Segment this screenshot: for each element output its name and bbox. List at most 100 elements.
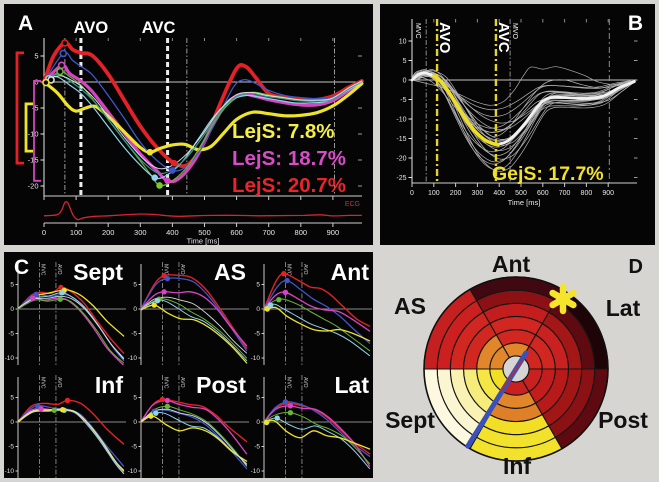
y-tick-label: -25: [396, 175, 406, 182]
y-tick-label: -5: [131, 331, 137, 338]
strain-value-annotation: LejS: 7.8%: [232, 120, 335, 143]
region-label-lat: Lat: [606, 295, 641, 321]
strain-curve: [140, 291, 248, 347]
strain-curve: [411, 69, 635, 137]
segment-label: Sept: [73, 259, 123, 285]
x-tick-label: 800: [581, 190, 593, 197]
x-tick-label: 100: [428, 190, 440, 197]
strain-curve: [42, 80, 364, 154]
peak-marker: [38, 406, 44, 412]
peak-marker: [287, 403, 294, 409]
strain-value-annotation: LejS: 20.7%: [232, 174, 346, 197]
strain-curve: [416, 76, 635, 124]
event-label: AVO: [436, 22, 453, 54]
global-strain-chart: 10 5 0 -5 -10 -15 -20 -25 MVC AVO AVC MVO 0 100 200 300…: [396, 19, 638, 207]
amplitude-bracket: [33, 80, 41, 182]
y-tick-label: -15: [396, 136, 406, 143]
region-label-inf: Inf: [503, 453, 531, 478]
region-label-ant: Ant: [492, 252, 531, 277]
event-label: MVC: [39, 264, 45, 276]
peak-strain-marker: [164, 177, 171, 185]
x-tick-label: 600: [230, 228, 243, 237]
y-tick-label: 5: [10, 282, 14, 289]
event-label: MVC: [162, 264, 168, 276]
peak-marker: [276, 296, 282, 303]
panel-d: D Ant Lat Post Inf Sept AS: [380, 252, 655, 478]
region-label-post: Post: [598, 407, 648, 433]
panel-c-label: C: [14, 256, 30, 279]
peak-marker: [51, 407, 57, 413]
event-label: AVO: [74, 19, 109, 37]
x-tick-label: 700: [559, 190, 571, 197]
curve-onset-marker: [59, 49, 68, 58]
peak-marker: [282, 399, 289, 405]
x-tick-label: 0: [42, 228, 46, 237]
strain-value-annotation: LejS: 18.7%: [232, 147, 346, 170]
x-tick-label: 0: [410, 190, 414, 197]
strain-curve: [43, 75, 363, 170]
x-tick-label: 500: [515, 190, 527, 197]
peak-marker: [164, 275, 171, 282]
y-tick-label: 5: [10, 395, 14, 402]
bullseye-plot: Ant Lat Post Inf Sept AS: [385, 252, 648, 478]
strain-curve: [17, 408, 125, 475]
event-label: MVO: [511, 23, 518, 40]
event-label: MVC: [285, 377, 291, 389]
y-tick-label: 5: [256, 395, 260, 402]
strain-curve: [263, 412, 371, 465]
event-label: MVC: [285, 264, 291, 276]
strain-curve: [140, 415, 248, 462]
region-label-sept: Sept: [385, 407, 435, 433]
strain-curve: [418, 70, 635, 146]
peak-marker: [282, 289, 289, 296]
segment-label: Ant: [331, 259, 370, 285]
y-tick-label: 0: [10, 306, 14, 313]
y-tick-label: -10: [5, 355, 15, 362]
event-label: AVO: [56, 264, 62, 275]
y-tick-label: 5: [133, 395, 137, 402]
event-label: AVO: [179, 264, 185, 275]
y-tick-label: -10: [251, 468, 261, 475]
strain-curve: [263, 303, 371, 357]
y-tick-label: -5: [254, 444, 260, 451]
segment-chart-ant: 5 0 -5 -10 MVC AVO Ant: [251, 259, 372, 365]
strain-curve: [432, 74, 500, 147]
strain-curve: [411, 66, 635, 106]
strain-curve: [140, 304, 248, 364]
peak-marker: [33, 291, 39, 297]
y-tick-label: -5: [32, 104, 39, 113]
segment-chart-inf: 5 0 -5 -10 MVC AVO Inf: [5, 372, 126, 478]
y-tick-label: 0: [133, 419, 137, 426]
ecg-label: ECG: [345, 201, 360, 208]
peak-strain-marker: [146, 148, 154, 156]
x-tick-label: 400: [166, 228, 179, 237]
x-tick-label: 900: [602, 190, 614, 197]
strain-curve: [17, 293, 125, 362]
event-label: MVC: [162, 377, 168, 389]
y-tick-label: -20: [28, 182, 39, 191]
peak-marker: [57, 296, 63, 302]
segment-chart-sept: 5 0 -5 -10 MVC AVO Sept: [5, 259, 126, 365]
y-tick-label: -5: [8, 331, 14, 338]
x-tick-label: 600: [537, 190, 549, 197]
strain-curve: [263, 306, 371, 342]
panel-d-label: D: [628, 256, 643, 278]
x-tick-label: 900: [327, 228, 340, 237]
y-tick-label: 5: [403, 58, 407, 65]
x-axis-title: Time [ms]: [187, 237, 220, 246]
x-tick-label: 100: [70, 228, 83, 237]
event-label: MVC: [414, 23, 421, 39]
x-tick-label: 700: [262, 228, 275, 237]
strain-curve: [17, 408, 125, 471]
panel-a-label: A: [18, 12, 34, 35]
region-label-as: AS: [394, 293, 426, 319]
y-tick-label: 0: [34, 78, 38, 87]
peak-marker: [151, 302, 157, 308]
y-tick-label: 0: [403, 78, 407, 85]
asterisk-marker: [549, 289, 577, 309]
segment-chart-lat: 5 0 -5 -10 MVC AVO Lat: [251, 372, 372, 478]
y-tick-label: -10: [5, 468, 15, 475]
strain-curve: [263, 419, 371, 450]
segment-chart-as: 5 0 -5 -10 MVC AVO AS: [128, 259, 249, 365]
y-tick-label: -10: [28, 130, 39, 139]
